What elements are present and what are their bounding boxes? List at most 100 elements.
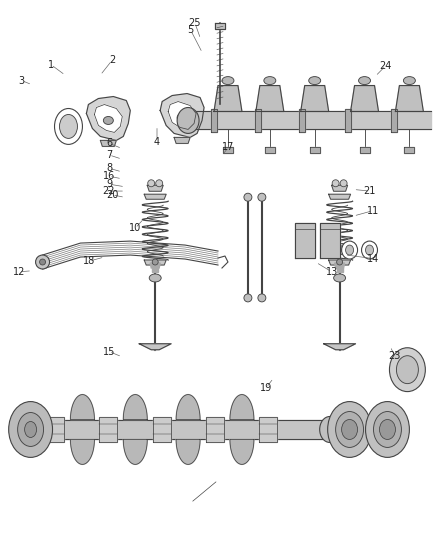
Text: 16: 16 xyxy=(103,171,115,181)
Polygon shape xyxy=(139,344,171,350)
Ellipse shape xyxy=(264,77,276,85)
Polygon shape xyxy=(206,416,224,442)
Ellipse shape xyxy=(359,77,371,85)
Polygon shape xyxy=(86,96,130,140)
Ellipse shape xyxy=(328,401,371,457)
Ellipse shape xyxy=(334,274,346,282)
Text: 5: 5 xyxy=(187,25,194,35)
Polygon shape xyxy=(214,86,242,111)
Polygon shape xyxy=(174,138,190,143)
Text: 10: 10 xyxy=(129,223,141,233)
Polygon shape xyxy=(230,439,254,464)
Polygon shape xyxy=(255,109,261,132)
Polygon shape xyxy=(259,416,277,442)
Ellipse shape xyxy=(222,77,234,85)
Polygon shape xyxy=(144,260,166,265)
Ellipse shape xyxy=(9,401,53,457)
Ellipse shape xyxy=(389,348,425,392)
Ellipse shape xyxy=(39,259,46,265)
Ellipse shape xyxy=(337,259,343,265)
Text: 21: 21 xyxy=(364,186,376,196)
Ellipse shape xyxy=(35,255,49,269)
Ellipse shape xyxy=(366,245,374,255)
Polygon shape xyxy=(176,439,200,464)
Text: 7: 7 xyxy=(106,150,112,160)
Text: 9: 9 xyxy=(106,179,112,189)
Ellipse shape xyxy=(244,193,252,201)
Polygon shape xyxy=(188,111,431,130)
Polygon shape xyxy=(265,148,275,154)
Text: 14: 14 xyxy=(367,254,379,263)
Text: 22: 22 xyxy=(103,186,115,196)
Polygon shape xyxy=(392,109,397,132)
Polygon shape xyxy=(345,109,350,132)
Polygon shape xyxy=(295,223,314,258)
Polygon shape xyxy=(404,148,414,154)
Polygon shape xyxy=(337,268,343,272)
Ellipse shape xyxy=(342,241,357,259)
Polygon shape xyxy=(230,394,254,419)
Ellipse shape xyxy=(336,411,364,447)
Text: 4: 4 xyxy=(154,136,160,147)
Ellipse shape xyxy=(177,108,199,133)
Polygon shape xyxy=(150,263,160,268)
Polygon shape xyxy=(299,109,305,132)
Polygon shape xyxy=(153,416,171,442)
Ellipse shape xyxy=(103,117,113,124)
Polygon shape xyxy=(160,94,204,138)
Text: 12: 12 xyxy=(13,267,25,277)
Polygon shape xyxy=(124,439,147,464)
Ellipse shape xyxy=(396,356,418,384)
Polygon shape xyxy=(147,185,163,191)
Ellipse shape xyxy=(340,180,347,187)
Ellipse shape xyxy=(366,401,410,457)
Ellipse shape xyxy=(332,180,339,187)
Ellipse shape xyxy=(309,77,321,85)
Polygon shape xyxy=(332,185,348,191)
Polygon shape xyxy=(100,140,117,147)
Text: 3: 3 xyxy=(18,76,25,85)
Polygon shape xyxy=(215,23,225,29)
Polygon shape xyxy=(71,394,95,419)
Polygon shape xyxy=(31,419,330,439)
Ellipse shape xyxy=(361,241,378,259)
Ellipse shape xyxy=(18,413,43,447)
Ellipse shape xyxy=(258,294,266,302)
Text: 15: 15 xyxy=(103,346,115,357)
Text: 6: 6 xyxy=(106,138,112,148)
Text: 2: 2 xyxy=(109,55,115,66)
Ellipse shape xyxy=(374,411,401,447)
Polygon shape xyxy=(95,104,122,132)
Text: 23: 23 xyxy=(389,351,401,361)
Ellipse shape xyxy=(60,115,78,139)
Ellipse shape xyxy=(320,416,339,442)
Text: 17: 17 xyxy=(223,142,235,152)
Polygon shape xyxy=(144,194,166,199)
Ellipse shape xyxy=(152,259,158,265)
Text: 11: 11 xyxy=(367,206,379,216)
Polygon shape xyxy=(310,148,320,154)
Text: 24: 24 xyxy=(380,61,392,71)
Ellipse shape xyxy=(403,77,415,85)
Polygon shape xyxy=(350,86,378,111)
Polygon shape xyxy=(152,268,158,272)
Ellipse shape xyxy=(379,419,396,439)
Polygon shape xyxy=(46,416,64,442)
Ellipse shape xyxy=(258,193,266,201)
Text: 1: 1 xyxy=(48,60,54,70)
Text: 20: 20 xyxy=(106,190,118,200)
Polygon shape xyxy=(256,86,284,111)
Text: 13: 13 xyxy=(325,267,338,277)
Ellipse shape xyxy=(54,109,82,144)
Ellipse shape xyxy=(244,294,252,302)
Polygon shape xyxy=(71,439,95,464)
Polygon shape xyxy=(223,148,233,154)
Polygon shape xyxy=(211,109,217,132)
Ellipse shape xyxy=(25,422,37,438)
Ellipse shape xyxy=(342,419,357,439)
Ellipse shape xyxy=(149,274,161,282)
Polygon shape xyxy=(335,263,345,268)
Polygon shape xyxy=(360,148,370,154)
Text: 8: 8 xyxy=(106,163,112,173)
Polygon shape xyxy=(324,344,356,350)
